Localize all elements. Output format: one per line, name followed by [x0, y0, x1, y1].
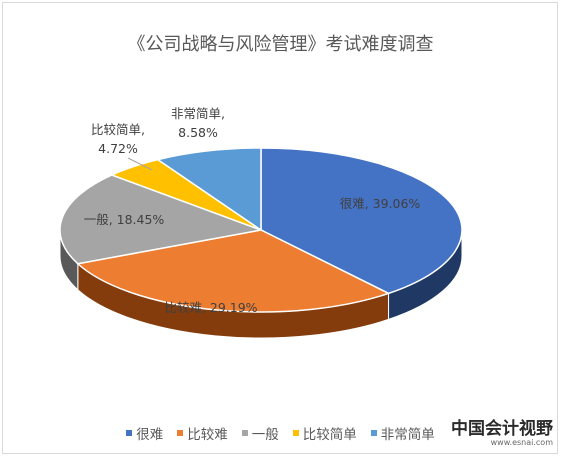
pie-slice-0 — [260, 147, 463, 295]
legend-item-2: 一般 — [241, 423, 279, 443]
legend-swatch-4 — [370, 430, 377, 436]
legend-swatch-3 — [292, 430, 299, 436]
data-label-1: 比较难, 29.19% — [164, 300, 257, 315]
data-label-4: 非常简单, 8.58% — [171, 106, 225, 140]
legend: 很难 比较难 一般 比较简单 非常简单 — [0, 422, 561, 444]
legend-label-4: 非常简单 — [380, 427, 435, 443]
pie-slices — [59, 147, 463, 313]
legend-label-3: 比较简单 — [302, 427, 357, 443]
legend-swatch-2 — [241, 430, 248, 436]
data-label-3: 比较简单, 4.72% — [91, 122, 145, 156]
chart-title: 《公司战略与风险管理》考试难度调查 — [127, 34, 434, 55]
legend-item-3: 比较简单 — [292, 423, 357, 443]
pie-slice-4 — [155, 147, 262, 232]
watermark-url: www.esnai.com — [490, 438, 553, 447]
legend-label-0: 很难 — [136, 427, 164, 443]
pie-slice-1 — [76, 229, 391, 313]
data-label-0: 很难, 39.06% — [340, 196, 421, 211]
legend-item-0: 很难 — [126, 423, 163, 443]
data-label-2: 一般, 18.45% — [84, 212, 165, 227]
watermark: 中国会计视野 www.esnai.com — [451, 420, 553, 447]
legend-label-2: 一般 — [251, 427, 279, 443]
leader-line-3 — [127, 157, 153, 171]
pie-slice-2 — [59, 174, 264, 265]
legend-item-4: 非常简单 — [370, 423, 435, 443]
pie-labels: 很难, 39.06% 比较难, 29.19% 一般, 18.45% 比较简单, 4.72… — [84, 106, 421, 315]
legend-swatch-0 — [126, 430, 133, 436]
legend-label-1: 比较难 — [187, 427, 228, 443]
watermark-text: 中国会计视野 — [451, 419, 553, 439]
legend-item-1: 比较难 — [177, 423, 228, 443]
legend-swatch-1 — [177, 430, 184, 436]
